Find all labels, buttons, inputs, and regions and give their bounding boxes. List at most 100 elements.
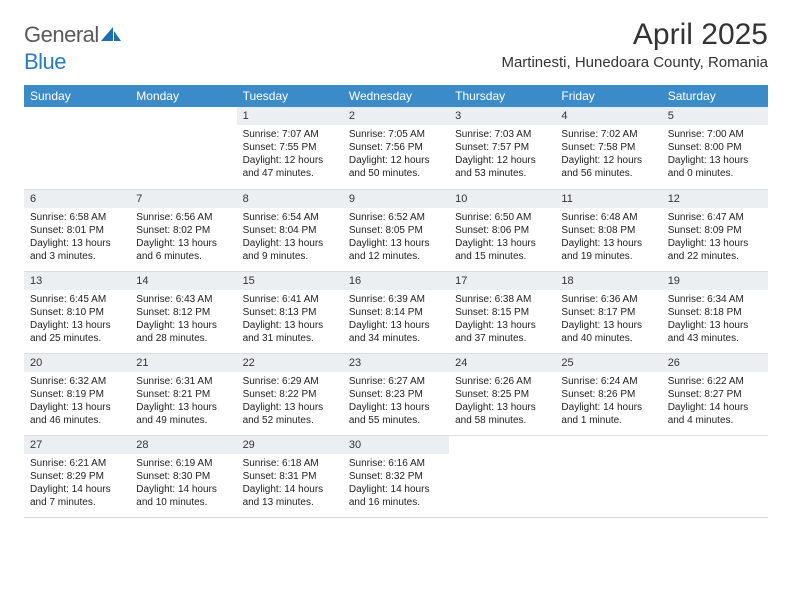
calendar-cell: 5Sunrise: 7:00 AMSunset: 8:00 PMDaylight… bbox=[662, 107, 768, 189]
sunrise-line: Sunrise: 6:16 AM bbox=[349, 457, 443, 470]
day-details: Sunrise: 6:39 AMSunset: 8:14 PMDaylight:… bbox=[343, 290, 449, 349]
sunset-line: Sunset: 8:09 PM bbox=[668, 224, 762, 237]
day-number: 19 bbox=[662, 272, 768, 290]
day-number: 6 bbox=[24, 190, 130, 208]
calendar-cell: 21Sunrise: 6:31 AMSunset: 8:21 PMDayligh… bbox=[130, 353, 236, 435]
daylight-line: Daylight: 13 hours and 15 minutes. bbox=[455, 237, 549, 263]
daylight-line: Daylight: 14 hours and 1 minute. bbox=[561, 401, 655, 427]
sunrise-line: Sunrise: 6:21 AM bbox=[30, 457, 124, 470]
day-details: Sunrise: 6:31 AMSunset: 8:21 PMDaylight:… bbox=[130, 372, 236, 431]
daylight-line: Daylight: 13 hours and 31 minutes. bbox=[243, 319, 337, 345]
sunset-line: Sunset: 8:22 PM bbox=[243, 388, 337, 401]
calendar-cell: 15Sunrise: 6:41 AMSunset: 8:13 PMDayligh… bbox=[237, 271, 343, 353]
sunset-line: Sunset: 8:18 PM bbox=[668, 306, 762, 319]
day-details: Sunrise: 6:41 AMSunset: 8:13 PMDaylight:… bbox=[237, 290, 343, 349]
daylight-line: Daylight: 13 hours and 46 minutes. bbox=[30, 401, 124, 427]
sunset-line: Sunset: 8:01 PM bbox=[30, 224, 124, 237]
calendar-cell bbox=[555, 435, 661, 517]
daylight-line: Daylight: 13 hours and 19 minutes. bbox=[561, 237, 655, 263]
day-number: 30 bbox=[343, 436, 449, 454]
sunrise-line: Sunrise: 6:38 AM bbox=[455, 293, 549, 306]
weekday-header: Wednesday bbox=[343, 85, 449, 107]
daylight-line: Daylight: 13 hours and 22 minutes. bbox=[668, 237, 762, 263]
day-details: Sunrise: 6:24 AMSunset: 8:26 PMDaylight:… bbox=[555, 372, 661, 431]
sunrise-line: Sunrise: 6:26 AM bbox=[455, 375, 549, 388]
sunrise-line: Sunrise: 6:47 AM bbox=[668, 211, 762, 224]
header: GeneralBlue April 2025 Martinesti, Huned… bbox=[24, 18, 768, 75]
day-number: 22 bbox=[237, 354, 343, 372]
day-details: Sunrise: 6:22 AMSunset: 8:27 PMDaylight:… bbox=[662, 372, 768, 431]
day-details: Sunrise: 6:27 AMSunset: 8:23 PMDaylight:… bbox=[343, 372, 449, 431]
day-details: Sunrise: 6:32 AMSunset: 8:19 PMDaylight:… bbox=[24, 372, 130, 431]
day-details: Sunrise: 7:02 AMSunset: 7:58 PMDaylight:… bbox=[555, 125, 661, 184]
weekday-header: Tuesday bbox=[237, 85, 343, 107]
day-number: 27 bbox=[24, 436, 130, 454]
daylight-line: Daylight: 13 hours and 49 minutes. bbox=[136, 401, 230, 427]
logo-word-blue: Blue bbox=[24, 49, 66, 74]
day-number: 28 bbox=[130, 436, 236, 454]
daylight-line: Daylight: 13 hours and 37 minutes. bbox=[455, 319, 549, 345]
day-details: Sunrise: 6:29 AMSunset: 8:22 PMDaylight:… bbox=[237, 372, 343, 431]
sunrise-line: Sunrise: 6:29 AM bbox=[243, 375, 337, 388]
sunrise-line: Sunrise: 6:52 AM bbox=[349, 211, 443, 224]
sunrise-line: Sunrise: 6:19 AM bbox=[136, 457, 230, 470]
calendar-cell: 18Sunrise: 6:36 AMSunset: 8:17 PMDayligh… bbox=[555, 271, 661, 353]
calendar-cell: 24Sunrise: 6:26 AMSunset: 8:25 PMDayligh… bbox=[449, 353, 555, 435]
sunrise-line: Sunrise: 6:41 AM bbox=[243, 293, 337, 306]
daylight-line: Daylight: 13 hours and 12 minutes. bbox=[349, 237, 443, 263]
day-details: Sunrise: 6:45 AMSunset: 8:10 PMDaylight:… bbox=[24, 290, 130, 349]
day-number: 3 bbox=[449, 107, 555, 125]
calendar-week-row: 27 Sunrise: 6:21 AMSunset: 8:29 PM Dayligh… bbox=[24, 435, 768, 517]
day-number: 12 bbox=[662, 190, 768, 208]
sunset-line: Sunset: 8:26 PM bbox=[561, 388, 655, 401]
day-number-empty bbox=[24, 107, 130, 125]
calendar-cell: 16Sunrise: 6:39 AMSunset: 8:14 PMDayligh… bbox=[343, 271, 449, 353]
weekday-header: Sunday bbox=[24, 85, 130, 107]
daylight-line: Daylight: 14 hours and 16 minutes. bbox=[349, 483, 443, 509]
calendar-cell: 28Sunrise: 6:19 AMSunset: 8:30 PMDayligh… bbox=[130, 435, 236, 517]
day-details: Sunrise: 6:48 AMSunset: 8:08 PMDaylight:… bbox=[555, 208, 661, 267]
sunset-line: Sunset: 8:04 PM bbox=[243, 224, 337, 237]
daylight-line: Daylight: 13 hours and 52 minutes. bbox=[243, 401, 337, 427]
sunrise-line: Sunrise: 6:34 AM bbox=[668, 293, 762, 306]
day-details: Sunrise: 7:07 AMSunset: 7:55 PMDaylight:… bbox=[237, 125, 343, 184]
month-title: April 2025 bbox=[501, 18, 768, 52]
daylight-line: Daylight: 13 hours and 6 minutes. bbox=[136, 237, 230, 263]
sunset-line: Sunset: 8:25 PM bbox=[455, 388, 549, 401]
sunset-line: Sunset: 8:12 PM bbox=[136, 306, 230, 319]
calendar-cell: 10Sunrise: 6:50 AMSunset: 8:06 PMDayligh… bbox=[449, 189, 555, 271]
calendar-cell: 3Sunrise: 7:03 AMSunset: 7:57 PMDaylight… bbox=[449, 107, 555, 189]
day-details: Sunrise: 7:05 AMSunset: 7:56 PMDaylight:… bbox=[343, 125, 449, 184]
sunset-line: Sunset: 8:05 PM bbox=[349, 224, 443, 237]
calendar-week-row: 13Sunrise: 6:45 AMSunset: 8:10 PMDayligh… bbox=[24, 271, 768, 353]
sunset-line: Sunset: 8:29 PM bbox=[30, 470, 124, 483]
calendar-cell bbox=[662, 435, 768, 517]
calendar-cell: 2Sunrise: 7:05 AMSunset: 7:56 PMDaylight… bbox=[343, 107, 449, 189]
daylight-line: Daylight: 12 hours and 53 minutes. bbox=[455, 154, 549, 180]
calendar-week-row: 20Sunrise: 6:32 AMSunset: 8:19 PMDayligh… bbox=[24, 353, 768, 435]
day-number: 25 bbox=[555, 354, 661, 372]
sunset-line: Sunset: 8:30 PM bbox=[136, 470, 230, 483]
logo: GeneralBlue bbox=[24, 22, 121, 75]
day-number: 2 bbox=[343, 107, 449, 125]
daylight-line: Daylight: 13 hours and 9 minutes. bbox=[243, 237, 337, 263]
daylight-line: Daylight: 12 hours and 50 minutes. bbox=[349, 154, 443, 180]
logo-text: GeneralBlue bbox=[24, 22, 121, 75]
day-number: 24 bbox=[449, 354, 555, 372]
day-number: 13 bbox=[24, 272, 130, 290]
daylight-line: Daylight: 13 hours and 0 minutes. bbox=[668, 154, 762, 180]
day-number: 15 bbox=[237, 272, 343, 290]
day-number: 9 bbox=[343, 190, 449, 208]
sunrise-line: Sunrise: 6:27 AM bbox=[349, 375, 443, 388]
day-details: Sunrise: 6:16 AMSunset: 8:32 PMDaylight:… bbox=[343, 454, 449, 513]
sunrise-line: Sunrise: 6:50 AM bbox=[455, 211, 549, 224]
sunset-line: Sunset: 8:32 PM bbox=[349, 470, 443, 483]
day-number: 16 bbox=[343, 272, 449, 290]
daylight-line: Daylight: 14 hours and 13 minutes. bbox=[243, 483, 337, 509]
day-details: Sunrise: 6:58 AMSunset: 8:01 PMDaylight:… bbox=[24, 208, 130, 267]
day-number: 23 bbox=[343, 354, 449, 372]
sunset-line: Sunset: 8:21 PM bbox=[136, 388, 230, 401]
location-text: Martinesti, Hunedoara County, Romania bbox=[501, 54, 768, 71]
sunset-line: Sunset: 8:15 PM bbox=[455, 306, 549, 319]
weekday-header: Friday bbox=[555, 85, 661, 107]
